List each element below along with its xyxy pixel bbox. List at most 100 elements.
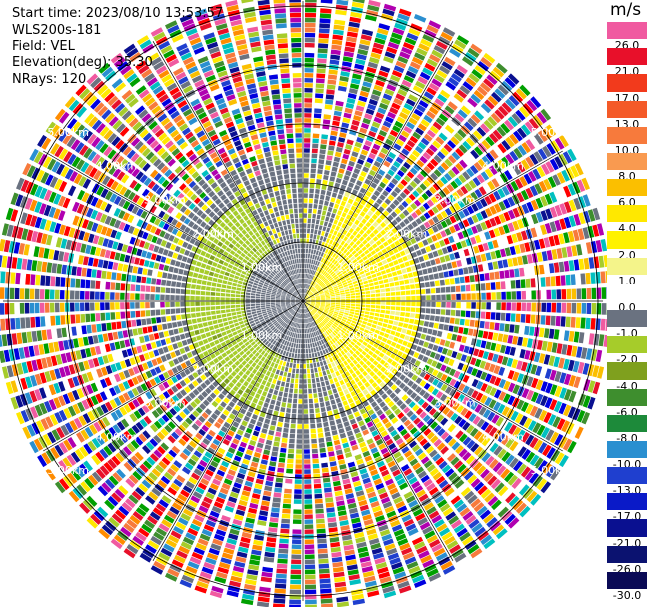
velocity-gate <box>384 283 390 288</box>
velocity-gate <box>317 53 328 59</box>
velocity-gate <box>429 281 435 287</box>
velocity-gate <box>416 159 425 168</box>
velocity-gate <box>472 177 481 187</box>
velocity-gate <box>528 118 539 130</box>
velocity-gate <box>328 456 336 462</box>
velocity-gate <box>385 268 391 274</box>
velocity-gate <box>313 468 320 474</box>
velocity-gate <box>323 288 328 292</box>
velocity-gate <box>381 248 388 254</box>
velocity-gate <box>592 381 601 395</box>
velocity-gate <box>367 61 378 69</box>
velocity-gate <box>290 564 302 570</box>
velocity-gate <box>487 262 494 271</box>
velocity-gate <box>434 337 441 345</box>
velocity-gate <box>370 290 376 294</box>
velocity-gate <box>457 199 466 209</box>
velocity-gate <box>289 599 301 605</box>
velocity-gate <box>314 199 319 204</box>
velocity-gate <box>335 291 340 294</box>
velocity-gate <box>406 301 411 306</box>
velocity-gate <box>454 113 465 123</box>
velocity-gate <box>260 459 268 465</box>
velocity-gate <box>553 329 560 340</box>
velocity-gate <box>492 353 499 363</box>
velocity-gate <box>436 371 444 379</box>
velocity-gate <box>525 434 535 446</box>
velocity-gate <box>470 114 481 124</box>
velocity-gate <box>320 282 325 287</box>
velocity-gate <box>292 363 296 369</box>
velocity-gate <box>519 84 531 97</box>
velocity-gate <box>418 233 426 240</box>
velocity-gate <box>408 349 415 356</box>
velocity-gate <box>328 277 334 282</box>
velocity-gate <box>440 230 447 238</box>
velocity-gate <box>471 69 483 80</box>
velocity-gate <box>294 494 302 499</box>
velocity-gate <box>254 425 261 432</box>
velocity-gate <box>270 361 275 368</box>
velocity-gate <box>533 439 543 451</box>
velocity-gate <box>267 360 272 366</box>
velocity-gate <box>326 512 336 518</box>
velocity-gate <box>297 419 303 424</box>
velocity-gate <box>521 448 531 460</box>
velocity-gate <box>587 209 596 222</box>
velocity-gate <box>377 107 387 115</box>
velocity-gate <box>330 425 337 431</box>
velocity-gate <box>466 302 471 309</box>
velocity-gate <box>366 66 377 74</box>
velocity-gate <box>491 302 496 310</box>
velocity-gate <box>282 508 291 514</box>
velocity-gate <box>526 389 534 401</box>
velocity-gate <box>521 302 526 312</box>
velocity-gate <box>559 387 567 399</box>
velocity-gate <box>316 78 325 84</box>
velocity-gate <box>532 168 542 180</box>
velocity-gate <box>253 488 262 495</box>
velocity-gate <box>494 109 505 120</box>
velocity-gate <box>512 335 519 345</box>
velocity-gate <box>449 368 456 377</box>
velocity-gate <box>331 258 336 264</box>
velocity-gate <box>486 302 491 310</box>
velocity-gate <box>264 418 271 425</box>
velocity-gate <box>305 299 311 301</box>
velocity-gate <box>470 93 481 104</box>
velocity-gate <box>263 449 271 456</box>
velocity-gate <box>453 213 461 222</box>
velocity-gate <box>546 143 556 155</box>
velocity-gate <box>534 183 543 195</box>
velocity-gate <box>425 260 431 267</box>
velocity-gate <box>410 307 416 312</box>
velocity-gate <box>355 369 361 376</box>
velocity-gate <box>314 493 323 499</box>
velocity-gate <box>281 366 285 371</box>
velocity-gate <box>305 301 311 304</box>
velocity-gate <box>314 294 320 297</box>
velocity-gate <box>380 309 386 314</box>
velocity-gate <box>405 307 411 312</box>
velocity-gate <box>365 228 372 235</box>
velocity-gate <box>294 383 299 389</box>
velocity-gate <box>325 160 332 166</box>
velocity-gate <box>349 247 354 253</box>
velocity-gate <box>309 286 313 291</box>
velocity-gate <box>305 7 317 13</box>
velocity-gate <box>562 438 573 451</box>
velocity-gate <box>331 299 336 301</box>
velocity-gate <box>298 343 301 349</box>
velocity-gate <box>507 335 514 344</box>
velocity-gate <box>335 177 342 184</box>
velocity-gate <box>468 347 475 355</box>
velocity-gate <box>337 282 342 286</box>
velocity-gate <box>425 148 435 157</box>
velocity-gate <box>460 407 469 417</box>
velocity-gate <box>228 353 235 359</box>
velocity-gate <box>332 253 337 258</box>
velocity-gate <box>340 303 346 306</box>
velocity-gate <box>306 363 310 369</box>
velocity-gate <box>349 418 357 425</box>
velocity-gate <box>454 39 467 50</box>
